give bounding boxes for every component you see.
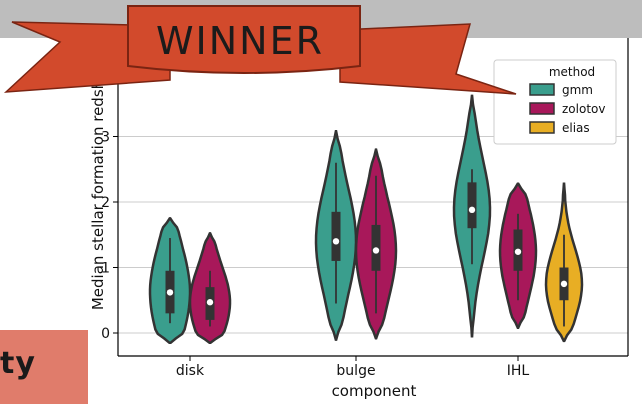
violin-iqr-box [467,182,477,229]
y-tick-label: 0 [101,326,110,342]
x-tick-label: bulge [336,363,375,379]
corner-badge-text: ty [0,346,36,381]
legend-swatch-gmm [529,83,555,96]
violin-median-dot [468,206,476,214]
y-tick-label: 2 [101,195,110,211]
legend-box [493,59,617,145]
violin-median-dot [166,289,174,296]
legend-title: method [549,65,595,79]
banner-text: WINNER [156,19,324,63]
x-tick-label: disk [176,363,205,379]
winner-banner: WINNER [3,5,517,95]
violin-median-dot [206,299,214,306]
legend-swatch-zolotov [529,102,555,115]
y-tick-label: 3 [101,130,110,146]
violin-median-dot [560,280,568,288]
violin-median-dot [332,238,340,245]
y-tick-label: 1 [101,261,110,277]
violin-median-dot [514,248,522,255]
banner-center [127,5,361,74]
x-axis-label: component [332,382,417,400]
legend-swatch-elias [529,121,555,134]
legend-label-elias: elias [562,121,590,135]
legend-label-gmm: gmm [562,83,593,97]
y-axis-label: Median stellar formation redsh [89,80,107,310]
banner-right-tail [339,23,517,95]
corner-badge [0,330,88,404]
x-tick-label: IHL [507,363,530,379]
legend-label-zolotov: zolotov [562,102,605,116]
violin-median-dot [372,247,380,254]
violin-iqr-box [331,211,341,261]
legend: method gmm zolotov elias [493,59,617,145]
